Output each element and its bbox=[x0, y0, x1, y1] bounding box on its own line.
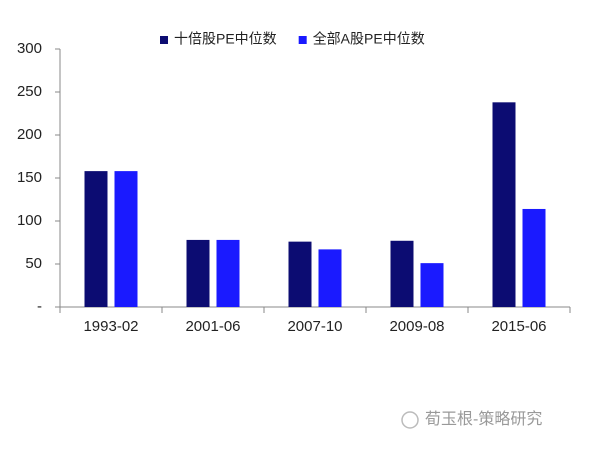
x-tick-label: 2001-06 bbox=[185, 318, 240, 335]
y-tick-label: 200 bbox=[17, 126, 42, 143]
watermark-text: 荀玉根-策略研究 bbox=[425, 410, 542, 428]
x-tick-label: 1993-02 bbox=[83, 318, 138, 335]
x-tick-label: 2009-08 bbox=[389, 318, 444, 335]
bar bbox=[318, 249, 342, 307]
bar bbox=[390, 240, 414, 307]
legend-swatch bbox=[160, 36, 168, 44]
y-tick-label: 150 bbox=[17, 169, 42, 186]
watermark: 荀玉根-策略研究 bbox=[401, 410, 542, 429]
bar bbox=[216, 239, 240, 307]
bar bbox=[420, 263, 444, 307]
x-tick-label: 2007-10 bbox=[287, 318, 342, 335]
legend-swatch bbox=[298, 36, 307, 44]
bar bbox=[522, 208, 546, 307]
legend-label: 全部A股PE中位数 bbox=[313, 31, 425, 47]
y-tick-label: 100 bbox=[17, 212, 42, 229]
bar bbox=[84, 171, 108, 307]
legend-label: 十倍股PE中位数 bbox=[174, 31, 277, 47]
watermark-icon bbox=[401, 411, 419, 429]
x-tick-label: 2015-06 bbox=[491, 318, 546, 335]
y-tick-label: 250 bbox=[17, 83, 42, 100]
bar bbox=[492, 102, 516, 307]
y-tick-label: 50 bbox=[25, 255, 42, 272]
bar bbox=[114, 171, 138, 307]
y-tick-label: 300 bbox=[17, 40, 42, 57]
bar bbox=[186, 239, 210, 307]
bar bbox=[288, 241, 312, 307]
y-tick-label: - bbox=[37, 298, 42, 315]
